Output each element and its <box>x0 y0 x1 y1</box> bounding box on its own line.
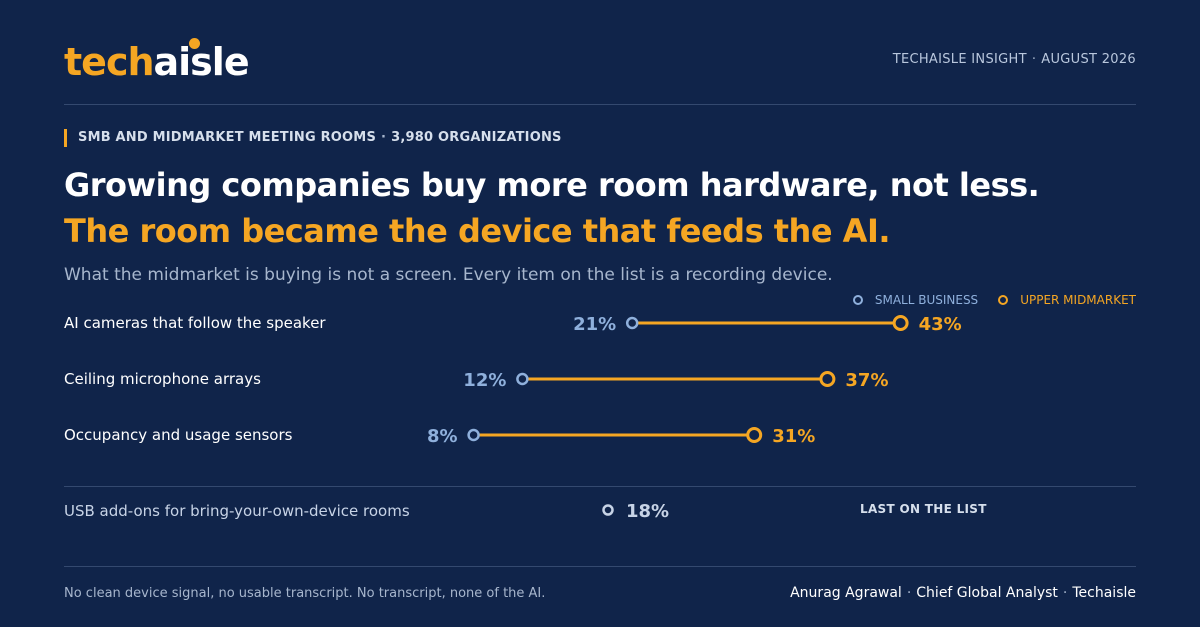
upper-midmarket-value-label: 37% <box>845 370 888 391</box>
logo-dot <box>189 38 200 49</box>
kicker: SMB AND MIDMARKET MEETING ROOMS · 3,980 OR… <box>64 129 562 147</box>
logo-prefix: tech <box>64 40 155 84</box>
legend-marker-upper-midmarket <box>998 295 1009 305</box>
footer-divider <box>64 566 1136 567</box>
header-meta: TECHAISLE INSIGHT · AUGUST 2026 <box>893 52 1136 67</box>
upper-midmarket-value-label: 31% <box>772 426 815 447</box>
subtitle: What the midmarket is buying is not a sc… <box>64 265 833 285</box>
upper-midmarket-point <box>892 315 909 331</box>
chart-legend: SMALL BUSINESS UPPER MIDMARKET <box>852 293 1136 307</box>
legend-label-small-business: SMALL BUSINESS <box>874 293 979 307</box>
techaisle-logo: techaisle <box>64 38 250 86</box>
legend-item-upper-midmarket: UPPER MIDMARKET <box>998 293 1136 307</box>
logo-suffix: aisle <box>153 40 250 84</box>
footer-separator: · <box>1062 585 1068 601</box>
row-label-usb-addons: USB add-ons for bring-your-own-device ro… <box>64 502 410 520</box>
usb-addons-value-label: 18% <box>626 501 669 522</box>
legend-label-upper-midmarket: UPPER MIDMARKET <box>1020 293 1136 307</box>
kicker-separator: · <box>381 130 387 145</box>
small-business-point <box>625 316 639 330</box>
footer-separator: · <box>906 585 912 601</box>
footer-author: Anurag Agrawal <box>790 585 902 601</box>
header-source: TECHAISLE INSIGHT <box>892 52 1027 67</box>
row-label-ceiling-mics: Ceiling microphone arrays <box>64 370 261 388</box>
upper-midmarket-point <box>746 427 763 443</box>
header-divider <box>64 104 1136 105</box>
header-date: AUGUST 2026 <box>1041 52 1136 67</box>
legend-marker-small-business <box>852 295 863 305</box>
small-business-point <box>467 428 480 442</box>
headline-line-1: Growing companies buy more room hardware… <box>64 166 1040 204</box>
footer-byline: Anurag Agrawal · Chief Global Analyst · Tech… <box>790 585 1136 601</box>
upper-midmarket-point <box>819 371 836 387</box>
legend-item-small-business: SMALL BUSINESS <box>852 293 979 307</box>
row-label-ai-cameras: AI cameras that follow the speaker <box>64 314 326 332</box>
usb-addons-point <box>602 504 614 516</box>
kicker-segment: SMB AND MIDMARKET MEETING ROOMS <box>78 130 377 145</box>
headline-line-2: The room became the device that feeds th… <box>64 212 891 250</box>
header-separator: · <box>1031 52 1037 67</box>
footer-role: Chief Global Analyst <box>916 585 1058 601</box>
footer-org: Techaisle <box>1072 585 1136 601</box>
small-business-point <box>516 372 529 386</box>
upper-midmarket-value-label: 43% <box>919 314 962 335</box>
row-label-occupancy-sensors: Occupancy and usage sensors <box>64 426 293 444</box>
kicker-sample: 3,980 ORGANIZATIONS <box>391 130 562 145</box>
footer-note: No clean device signal, no usable transc… <box>64 586 546 601</box>
small-business-value-label: 8% <box>427 426 458 447</box>
section-divider <box>64 486 1136 487</box>
small-business-value-label: 21% <box>573 314 616 335</box>
small-business-value-label: 12% <box>463 370 506 391</box>
last-on-list-note: LAST ON THE LIST <box>860 502 987 516</box>
